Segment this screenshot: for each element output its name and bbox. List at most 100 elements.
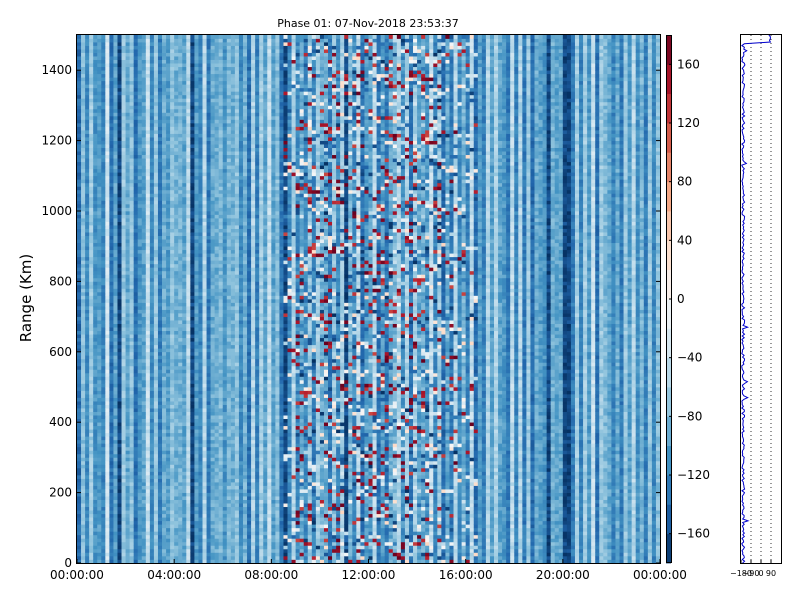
heatmap-cell — [101, 337, 106, 342]
heatmap-cell — [101, 63, 106, 68]
heatmap-cell — [77, 288, 82, 293]
heatmap-cell — [190, 80, 195, 85]
heatmap-cell — [85, 422, 90, 427]
heatmap-cell — [93, 249, 98, 254]
heatmap-cell — [101, 309, 106, 314]
heatmap-cell — [125, 464, 130, 469]
heatmap-cell — [101, 284, 106, 289]
heatmap-cell — [141, 510, 147, 515]
heatmap-cell — [129, 443, 135, 448]
heatmap-cell — [141, 288, 147, 293]
heatmap-cell — [109, 443, 114, 448]
heatmap-cell — [174, 172, 179, 177]
heatmap-cell — [137, 270, 143, 275]
heatmap-cell — [109, 161, 114, 166]
heatmap-cell — [149, 323, 155, 328]
heatmap-cell — [149, 534, 155, 539]
heatmap-cell — [121, 341, 126, 346]
heatmap-cell — [101, 299, 106, 303]
heatmap-cell — [166, 527, 171, 532]
heatmap-cell — [178, 538, 183, 543]
heatmap-cell — [129, 225, 135, 229]
heatmap-cell — [105, 253, 110, 258]
heatmap-cell — [93, 186, 98, 191]
heatmap-cell — [153, 527, 159, 532]
heatmap-cell — [97, 299, 102, 303]
heatmap-cell — [166, 137, 171, 141]
heatmap-cell — [133, 56, 139, 60]
heatmap-cell — [206, 260, 211, 265]
heatmap-cell — [133, 172, 139, 177]
heatmap-cell — [109, 439, 114, 444]
heatmap-cell — [198, 70, 203, 75]
heatmap-cell — [109, 158, 114, 163]
heatmap-cell — [81, 73, 86, 78]
heatmap-cell — [113, 196, 118, 201]
heatmap-cell — [133, 527, 139, 532]
heatmap-cell — [85, 115, 90, 120]
heatmap-cell — [157, 355, 163, 360]
heatmap-cell — [105, 179, 110, 184]
heatmap-cell — [174, 534, 179, 539]
heatmap-cell — [182, 235, 187, 240]
heatmap-cell — [194, 443, 199, 448]
heatmap-cell — [137, 105, 143, 110]
heatmap-cell — [210, 517, 215, 522]
heatmap-cell — [77, 133, 82, 138]
heatmap-cell — [149, 56, 155, 60]
heatmap-cell — [113, 52, 118, 57]
heatmap-cell — [101, 538, 106, 543]
heatmap-cell — [178, 182, 183, 187]
heatmap-cell — [77, 372, 82, 377]
heatmap-cell — [153, 415, 159, 420]
heatmap-cell — [162, 379, 167, 384]
heatmap-cell — [125, 151, 130, 156]
heatmap-cell — [113, 144, 118, 148]
heatmap-cell — [133, 94, 139, 99]
heatmap-cell — [77, 235, 82, 240]
heatmap-cell — [174, 348, 179, 353]
heatmap-cell — [105, 158, 110, 163]
heatmap-cell — [97, 115, 102, 120]
heatmap-cell — [85, 302, 90, 307]
heatmap-cell — [129, 66, 135, 71]
heatmap-cell — [186, 108, 191, 113]
heatmap-cell — [125, 475, 130, 479]
heatmap-cell — [137, 432, 143, 437]
heatmap-cell — [198, 277, 203, 282]
heatmap-cell — [93, 66, 98, 71]
heatmap-cell — [186, 492, 191, 497]
heatmap-cell — [113, 457, 118, 462]
heatmap-cell — [137, 35, 143, 39]
heatmap-cell — [81, 545, 86, 550]
heatmap-cell — [194, 446, 199, 451]
heatmap-cell — [141, 517, 147, 522]
heatmap-cell — [89, 394, 94, 398]
heatmap-cell — [113, 450, 118, 455]
heatmap-cell — [186, 147, 191, 152]
heatmap-cell — [182, 531, 187, 536]
heatmap-cell — [117, 232, 122, 236]
heatmap-cell — [121, 56, 126, 60]
heatmap-cell — [190, 344, 195, 349]
heatmap-cell — [190, 351, 195, 356]
heatmap-cell — [109, 144, 114, 148]
heatmap-cell — [166, 267, 171, 272]
heatmap-cell — [133, 489, 139, 493]
heatmap-cell — [166, 80, 171, 85]
heatmap-cell — [145, 235, 151, 240]
heatmap-cell — [89, 112, 94, 117]
heatmap-cell — [182, 334, 187, 339]
heatmap-cell — [117, 559, 122, 564]
heatmap-cell — [121, 383, 126, 388]
heatmap-cell — [89, 379, 94, 384]
heatmap-cell — [190, 503, 195, 508]
heatmap-cell — [145, 527, 151, 532]
heatmap-cell — [77, 80, 82, 85]
heatmap-cell — [109, 520, 114, 525]
heatmap-cell — [194, 193, 199, 198]
heatmap-cell — [182, 460, 187, 465]
heatmap-cell — [81, 538, 86, 543]
heatmap-cell — [109, 38, 114, 43]
heatmap-cell — [129, 130, 135, 134]
